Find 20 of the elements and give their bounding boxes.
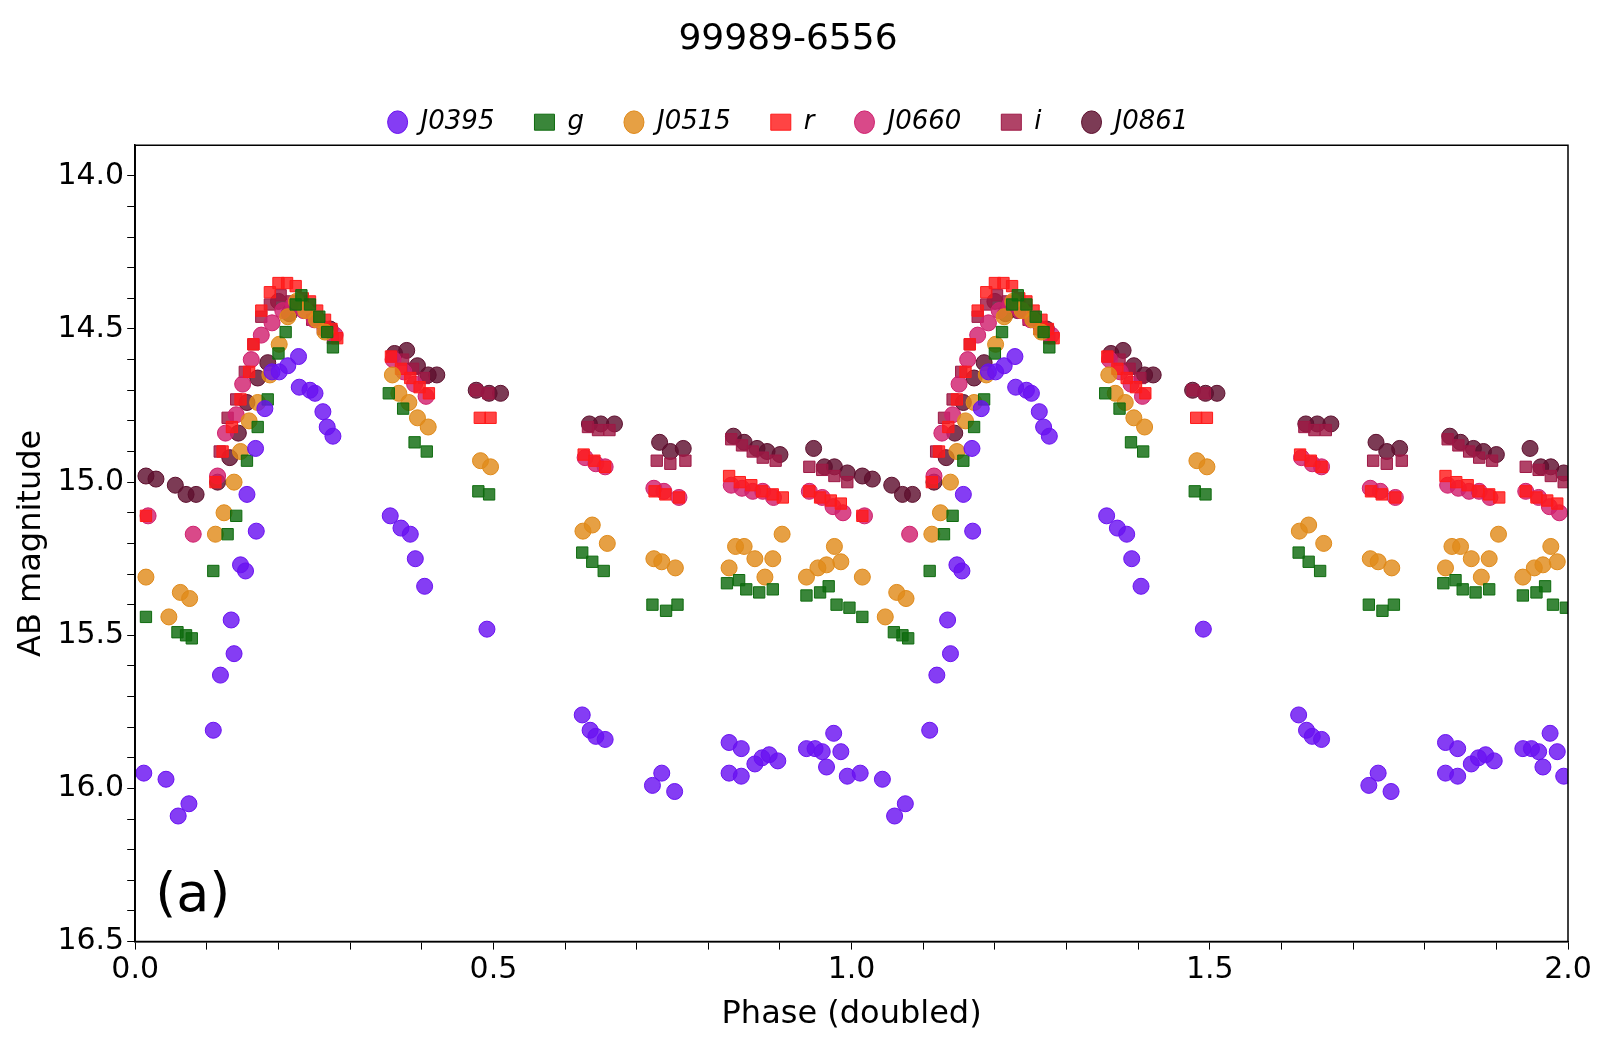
annotation: (a): [155, 860, 231, 924]
x-tick-label: 1.5: [1185, 950, 1234, 986]
legend-label: i: [1034, 104, 1043, 135]
x-axis-title: Phase (doubled): [721, 993, 982, 1032]
legend-label: J0395: [415, 104, 495, 135]
legend-label: J0515: [651, 104, 731, 135]
legend-label: J0861: [1109, 104, 1189, 135]
legend-label: J0660: [882, 104, 962, 135]
y-tick-label: 14.0: [57, 155, 125, 191]
y-tick-label: 15.5: [57, 615, 125, 651]
x-tick-label: 1.0: [827, 950, 876, 986]
x-tick-label: 2.0: [1544, 950, 1592, 986]
y-tick-label: 14.5: [57, 308, 125, 344]
legend-label: r: [803, 104, 817, 135]
y-tick-label: 16.0: [57, 768, 125, 804]
y-axis-title: AB magnitude: [9, 429, 48, 657]
legend-label: g: [567, 104, 584, 135]
y-tick-label: 15.0: [57, 461, 125, 497]
x-tick-label: 0.5: [469, 950, 518, 986]
legend-title: 99989-6556: [678, 16, 898, 58]
